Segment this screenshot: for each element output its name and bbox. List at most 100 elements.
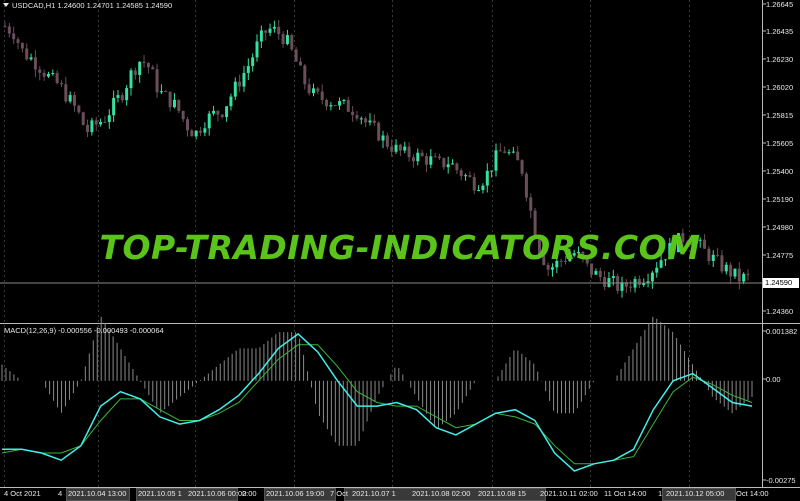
candle-body (7, 26, 11, 34)
candle-body (73, 95, 77, 106)
candle-body (655, 267, 659, 273)
candle-body (120, 95, 124, 101)
candle-body (81, 112, 85, 125)
candle-body (277, 26, 281, 35)
candle-body (411, 157, 415, 162)
candle-body (259, 30, 263, 42)
candle-body (555, 260, 559, 268)
candle-body (546, 264, 550, 270)
candle-body (233, 81, 237, 97)
candle-body (685, 242, 689, 244)
candle-body (659, 260, 663, 268)
price-label: 1.26435 (766, 27, 794, 36)
candle-body (159, 91, 163, 93)
candle-body (99, 122, 103, 125)
candle-body (650, 272, 654, 282)
time-label: 1 (658, 489, 663, 498)
candle-body (146, 63, 150, 68)
candle-body (190, 130, 194, 137)
candle-body (407, 146, 411, 158)
candle-body (542, 254, 546, 265)
candle-body (294, 49, 298, 62)
watermark-text: TOP-TRADING-INDICATORS.COM (99, 228, 701, 267)
price-label: 1.25190 (766, 195, 794, 204)
time-label: 2:00 (242, 489, 257, 498)
candle-body (86, 124, 90, 133)
candle-body (446, 164, 450, 168)
candle-body (550, 267, 554, 270)
candle-body (459, 170, 463, 177)
candle-body (133, 70, 137, 75)
candle-body (272, 26, 276, 29)
time-label: 2021.10.04 13:00 (68, 489, 127, 498)
price-label: 1.25605 (766, 139, 794, 148)
time-label: 4 Oct 2021 (4, 489, 41, 498)
candle-body (194, 130, 198, 137)
time-label: 2021.10.07 1 (352, 489, 396, 498)
candle-body (164, 91, 168, 93)
time-label: 2021.10.05 1 (138, 489, 182, 498)
ohlc-values: 1.24600 1.24701 1.24585 1.24590 (57, 1, 173, 10)
candle-body (611, 276, 615, 279)
candle-body (472, 176, 476, 191)
candle-body (364, 118, 368, 123)
candle-body (246, 66, 250, 73)
candle-body (16, 39, 20, 43)
symbol-dropdown-icon[interactable] (3, 3, 9, 7)
candle-body (264, 30, 268, 33)
candle-body (29, 57, 33, 60)
candle-body (112, 97, 116, 116)
candle-body (564, 260, 568, 262)
candle-body (372, 120, 376, 123)
candle-body (216, 110, 220, 115)
candle-body (698, 239, 702, 241)
candle-body (25, 48, 29, 60)
candle-body (285, 35, 289, 45)
candle-body (342, 99, 346, 102)
time-label: 2021.10.08 15 (478, 489, 526, 498)
candle-body (151, 67, 155, 70)
candle-body (711, 254, 715, 261)
candle-body (33, 57, 37, 70)
candle-body (229, 96, 233, 107)
candle-body (637, 279, 641, 286)
time-label: 2021.10.08 02:00 (412, 489, 471, 498)
candle-body (338, 101, 342, 106)
candle-body (303, 65, 307, 85)
candle-body (746, 273, 750, 275)
candle-body (281, 34, 285, 45)
candle-body (559, 260, 563, 262)
candle-body (707, 248, 711, 261)
candle-body (333, 105, 337, 107)
macd-axis-label: 0.001382 (766, 327, 798, 336)
candle-body (398, 144, 402, 151)
candle-body (468, 175, 472, 177)
candle-body (498, 150, 502, 152)
candle-body (429, 156, 433, 165)
price-label: 1.24360 (766, 307, 794, 316)
candle-body (464, 175, 468, 177)
candle-body (181, 110, 185, 120)
candle-body (355, 115, 359, 119)
candle-body (203, 128, 207, 133)
candle-body (64, 84, 68, 102)
candle-body (238, 81, 242, 87)
candle-body (172, 99, 176, 108)
candle-body (681, 233, 685, 243)
candle-body (155, 69, 159, 93)
candle-body (168, 91, 172, 108)
candle-body (672, 243, 676, 253)
candle-body (311, 88, 315, 94)
candle-body (690, 243, 694, 246)
candle-body (455, 163, 459, 171)
candle-body (481, 185, 485, 191)
candle-body (420, 152, 424, 157)
candle-body (103, 122, 107, 124)
candle-body (290, 35, 294, 50)
price-label: 1.25815 (766, 111, 794, 120)
candle-body (485, 170, 489, 186)
candle-body (676, 233, 680, 253)
candle-body (646, 281, 650, 283)
candle-body (533, 210, 537, 237)
